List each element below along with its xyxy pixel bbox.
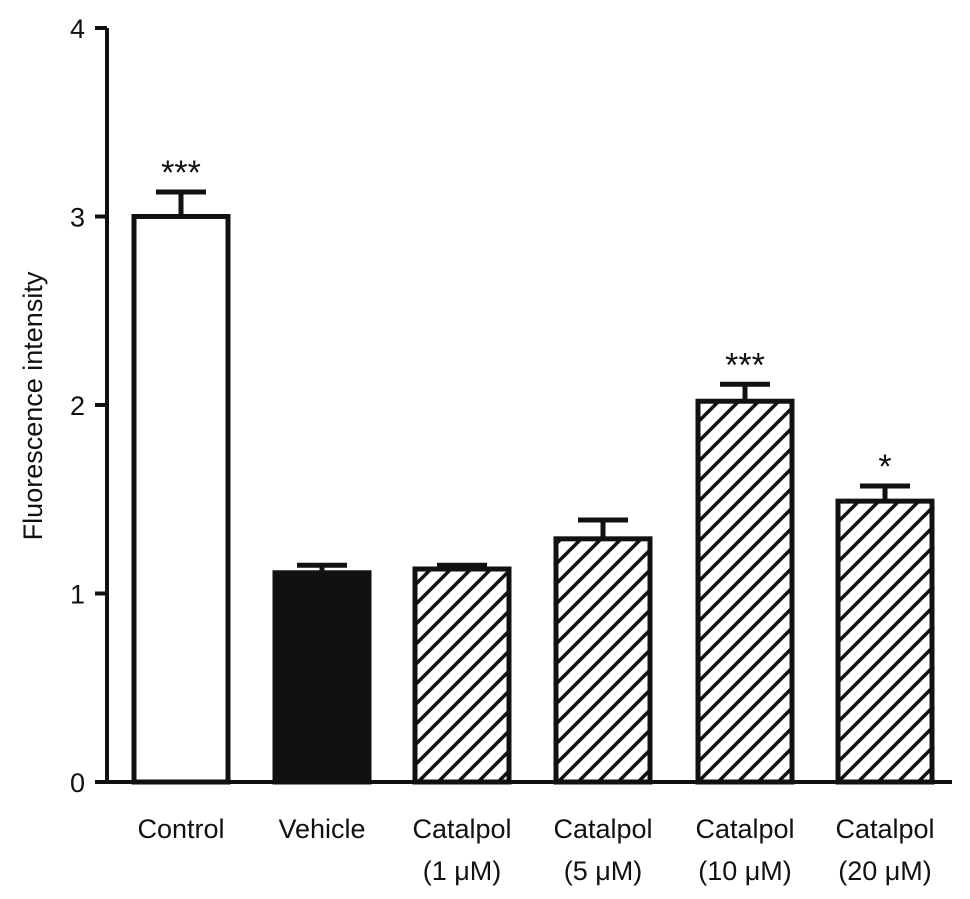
y-tick-label: 2: [70, 391, 85, 421]
bar: [695, 398, 795, 785]
x-tick-label: Control: [137, 814, 224, 844]
y-tick-label: 4: [70, 14, 85, 44]
y-tick-label: 0: [70, 768, 85, 798]
x-tick-label: (1 μM): [423, 856, 502, 886]
x-tick-label: Catalpol: [835, 814, 934, 844]
y-tick-label: 3: [70, 203, 85, 233]
x-tick-label: Catalpol: [412, 814, 511, 844]
x-tick-label: Vehicle: [278, 814, 365, 844]
bar: [412, 566, 512, 785]
x-tick-label: (20 μM): [838, 856, 932, 886]
x-tick-label: (10 μM): [698, 856, 792, 886]
bar: [131, 214, 231, 785]
y-axis-title: Fluorescence intensity: [18, 271, 48, 540]
x-tick-label: Catalpol: [695, 814, 794, 844]
y-tick-label: 1: [70, 580, 85, 610]
bar: [272, 570, 372, 785]
bar: [553, 536, 653, 785]
bar: [835, 498, 935, 785]
significance-marker: ***: [161, 154, 201, 192]
significance-marker: *: [878, 448, 891, 486]
plot-area: 0 1 2 3 4 *** Control Vehicle Catalpol (1 μM) Cata…: [70, 14, 952, 886]
significance-marker: ***: [725, 346, 765, 384]
x-tick-label: (5 μM): [564, 856, 643, 886]
x-tick-label: Catalpol: [553, 814, 652, 844]
